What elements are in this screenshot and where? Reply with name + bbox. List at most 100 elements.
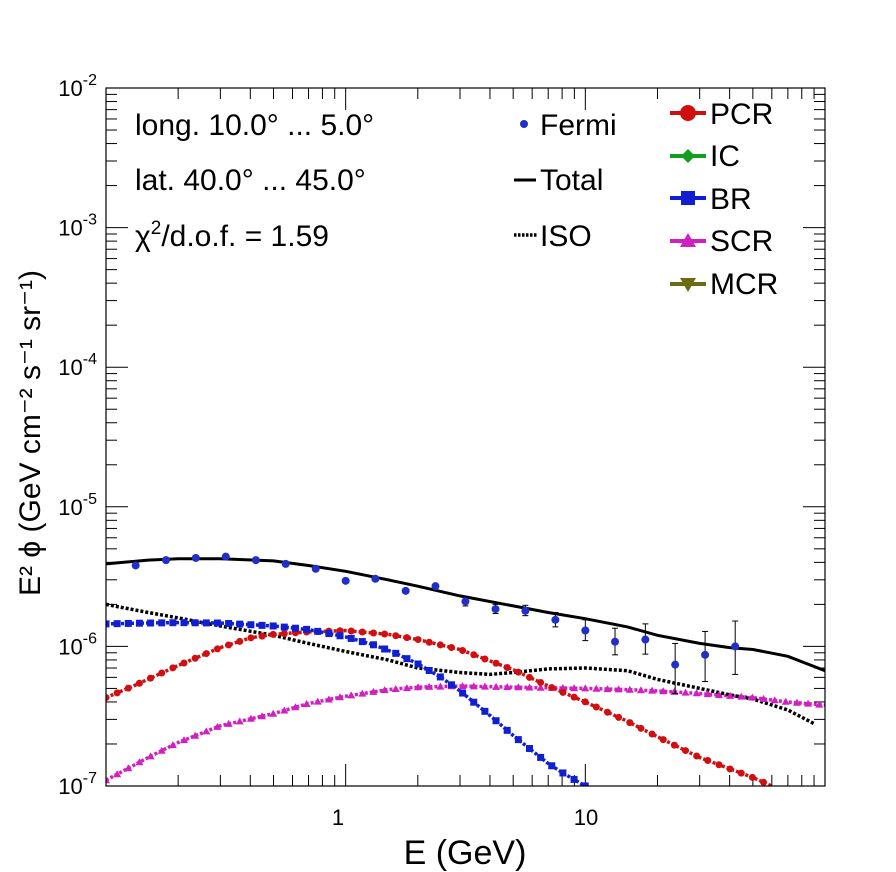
series-scr-marker (726, 691, 735, 699)
chi2-annotation: χ2/d.o.f. = 1.59 (135, 218, 329, 253)
series-scr-marker (113, 770, 122, 778)
series-iso-line (106, 602, 815, 726)
series-scr-marker (213, 722, 222, 730)
legend-left: Fermi Total ISO (514, 109, 617, 253)
series-scr-marker (324, 695, 333, 703)
series-pcr-marker (626, 719, 634, 727)
series-br-marker (169, 619, 177, 627)
series-pcr-marker (124, 684, 132, 692)
series-scr-marker (258, 712, 267, 720)
series-pcr-marker (592, 703, 600, 711)
series-pcr-marker (514, 668, 522, 676)
series-pcr-marker (481, 655, 489, 663)
series-br-marker (225, 620, 233, 628)
series-pcr-marker (648, 730, 656, 738)
fermi-point (701, 650, 710, 659)
series-scr-marker (737, 692, 746, 700)
series-scr-marker (659, 687, 668, 695)
series-br-marker (447, 681, 455, 689)
legend-scr-marker (680, 233, 696, 247)
series-scr-marker (770, 696, 779, 704)
series-pcr-marker (615, 713, 623, 721)
series-br-marker (258, 621, 266, 629)
series-scr-marker (224, 719, 233, 727)
series-scr-marker (692, 689, 701, 697)
series-pcr-marker (358, 628, 366, 636)
series-scr-marker (514, 683, 523, 691)
series-pcr-marker (347, 627, 355, 635)
series-br-marker (325, 630, 333, 638)
series-pcr-marker (258, 632, 266, 640)
series-pcr-marker (113, 689, 121, 697)
series-scr-marker (269, 709, 278, 717)
series-scr-marker (358, 689, 367, 697)
fermi-point (671, 660, 680, 669)
longitude-annotation: long. 10.0° ... 5.0° (135, 109, 374, 142)
series-br-marker (570, 775, 578, 783)
fermi-point (311, 564, 320, 573)
legend-br-label: BR (710, 183, 752, 216)
series-scr-marker (503, 683, 512, 691)
series-pcr-marker (503, 664, 511, 672)
legend-pcr-marker (680, 105, 696, 121)
series-pcr-marker (247, 634, 255, 642)
series-br-marker (559, 769, 567, 777)
series-scr-marker (135, 758, 144, 766)
series-pcr-marker (147, 674, 155, 682)
series-br-marker (414, 660, 422, 668)
y-tick-base: 10 (58, 634, 82, 659)
legend-pcr-label: PCR (710, 98, 773, 131)
series-pcr-marker (106, 694, 110, 702)
fermi-point (551, 615, 560, 624)
x-tick-label-1: 1 (332, 805, 344, 830)
y-tick-base: 10 (58, 774, 82, 799)
series-pcr-marker (760, 778, 768, 786)
series-pcr-marker (726, 765, 734, 773)
y-tick-labels: 10-710-610-510-410-310-2 (58, 72, 97, 799)
legend-scr-label: SCR (710, 225, 773, 258)
series-pcr-marker (403, 634, 411, 642)
series-br-marker (436, 673, 444, 681)
series-br-marker (180, 619, 188, 627)
series-pcr-marker (525, 673, 533, 681)
series-br-marker (514, 736, 522, 744)
series-scr-marker (391, 685, 400, 693)
series-br-marker (537, 753, 545, 761)
series-scr-marker (302, 700, 311, 708)
series-pcr-marker (202, 650, 210, 658)
series-pcr-marker (637, 724, 645, 732)
series-scr-marker (146, 752, 155, 760)
series-scr-marker (369, 687, 378, 695)
series-pcr-marker (704, 757, 712, 765)
y-tick-base: 10 (58, 216, 82, 241)
fermi-point (162, 556, 171, 565)
series-br-marker (236, 620, 244, 628)
legend-right: PCR IC BR SCR MCR (670, 98, 778, 301)
series-br-marker (247, 621, 255, 629)
series-br-marker (459, 689, 467, 697)
y-tick-exponent: -6 (83, 630, 97, 647)
series-br-marker (336, 632, 344, 640)
series-scr-marker (759, 694, 768, 702)
series-scr-marker (648, 686, 657, 694)
series-scr-marker (536, 683, 545, 691)
y-tick-exponent: -3 (83, 212, 97, 229)
series-scr-marker (180, 736, 189, 744)
series-br-marker (291, 624, 299, 632)
series-br-marker (113, 620, 121, 628)
y-tick-exponent: -4 (83, 351, 97, 368)
axis-ticks (105, 88, 825, 787)
series-scr-marker (414, 683, 423, 691)
series-pcr-marker (748, 773, 756, 781)
legend-mcr-marker (680, 278, 696, 292)
legend-iso-label: ISO (540, 220, 592, 253)
series-scr-marker (636, 686, 645, 694)
y-tick-exponent: -2 (83, 72, 97, 89)
series-br-marker (425, 666, 433, 674)
series-scr-marker (625, 685, 634, 693)
legend-mcr-label: MCR (710, 268, 778, 301)
series-scr-marker (804, 699, 813, 707)
legend-fermi-marker (520, 120, 528, 128)
fermi-point (371, 574, 380, 583)
